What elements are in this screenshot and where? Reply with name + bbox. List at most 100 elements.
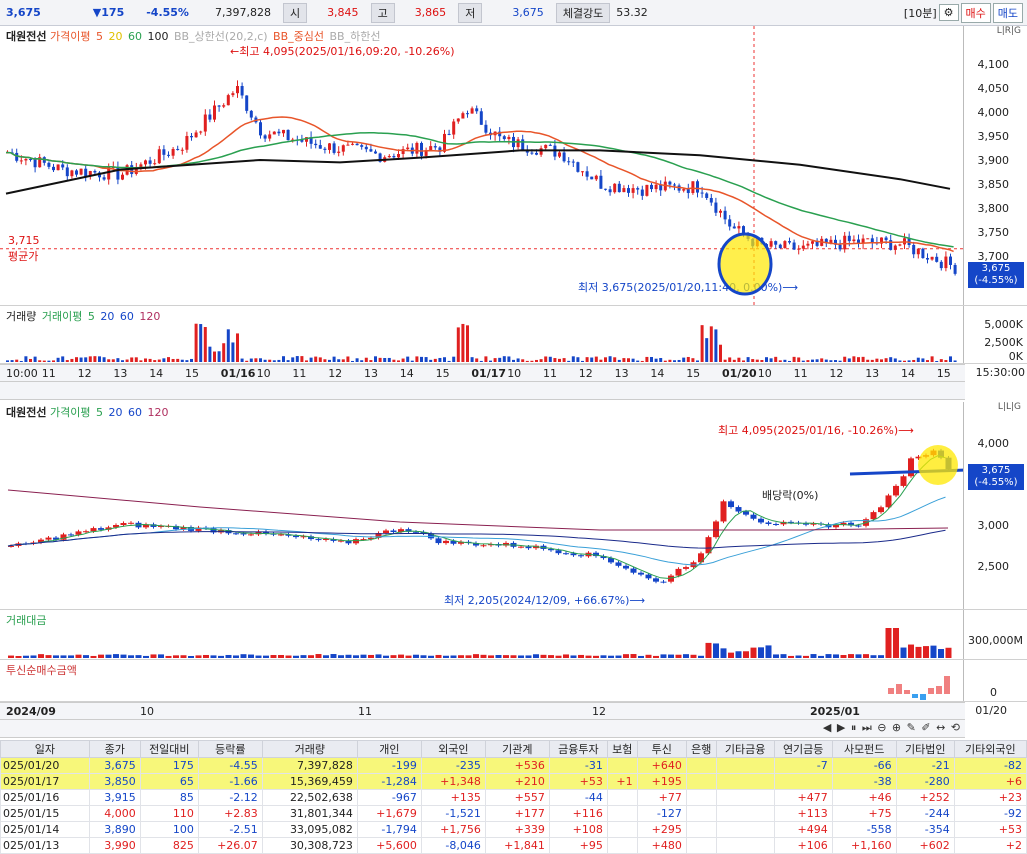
candle (502, 136, 506, 140)
candle (88, 171, 92, 177)
amount-bar (255, 655, 262, 658)
table-header[interactable]: 기타법인 (895, 740, 955, 758)
volume-bar (705, 338, 709, 362)
candle (530, 152, 534, 154)
candle (567, 161, 571, 163)
candle (792, 242, 796, 250)
table-cell: +26.07 (197, 837, 263, 854)
table-header[interactable]: 종가 (88, 740, 141, 758)
x-tick: 15 (435, 367, 450, 380)
candle (778, 244, 782, 249)
candle (578, 555, 584, 557)
table-header[interactable]: 개인 (356, 740, 422, 758)
table-row[interactable]: 025/01/20 3,675 175 -4.55 7,397,828 -199 -235 +… (0, 757, 1027, 774)
investor-table: 일자 종가 전일대비 등락률 거래량 개인 외국인 기관계 금융투자 보험 투신 은행 기타금융 연기금등… (0, 740, 1027, 854)
buy-button[interactable]: 매수 (960, 2, 991, 23)
table-header[interactable]: 금융투자 (548, 740, 608, 758)
table-header[interactable]: 사모펀드 (831, 740, 897, 758)
candle (450, 540, 457, 544)
candle (834, 239, 837, 245)
volume-bar (824, 359, 828, 362)
amount-bar (360, 654, 367, 658)
table-row[interactable]: 025/01/13 3,990 825 +26.07 30,308,723 +5,600-… (0, 837, 1027, 854)
volume-bar (433, 358, 437, 362)
amount-bar (923, 646, 929, 658)
candle (728, 219, 732, 227)
volume-bar (732, 359, 736, 362)
volume-bar (916, 357, 920, 362)
intraday-scrollbar[interactable] (0, 382, 965, 400)
sell-button[interactable]: 매도 (992, 2, 1023, 23)
table-header[interactable]: 전일대비 (139, 740, 199, 758)
candle (456, 118, 460, 122)
table-header[interactable]: 등락률 (197, 740, 263, 758)
table-header[interactable]: 기타외국인 (953, 740, 1027, 758)
candle (148, 160, 152, 164)
table-header[interactable]: 일자 (0, 740, 90, 758)
netbuy-bar (904, 690, 910, 694)
volume-bar (295, 356, 299, 362)
volume-bar (65, 360, 69, 362)
volume-bar (498, 357, 502, 362)
daily-chart-toolbar[interactable]: ◀ ▶ ⏸ ⏭ ⊖ ⊕ ✎ ✐ ↔ ⟲ (822, 721, 961, 734)
candle (636, 188, 640, 190)
y-tick: 3,950 (977, 130, 1010, 143)
table-header[interactable]: 기관계 (484, 740, 550, 758)
candle (503, 542, 509, 546)
volume-bar (139, 360, 143, 362)
table-header[interactable]: 연기금등 (773, 740, 833, 758)
volume-bar (479, 360, 483, 362)
candle (926, 258, 929, 260)
settings-icon[interactable]: ⚙ (938, 4, 959, 21)
table-header[interactable]: 투신 (636, 740, 687, 758)
intraday-candle-chart[interactable] (0, 26, 963, 306)
table-cell (715, 789, 775, 806)
candle (171, 148, 175, 156)
candle (180, 527, 187, 530)
candle (203, 114, 207, 132)
table-row[interactable]: 025/01/14 3,890 100 -2.51 33,095,082 -1,794 +1… (0, 821, 1027, 838)
candle (346, 144, 350, 146)
candle (774, 241, 778, 245)
daily-scrollbar[interactable] (0, 720, 965, 738)
candle (330, 538, 337, 541)
x-tick: 01/16 (220, 367, 256, 380)
table-row[interactable]: 025/01/17 3,850 65 -1.66 15,369,459 -1,284 +1,… (0, 773, 1027, 790)
vol-ma60: 60 (119, 310, 134, 323)
table-row[interactable]: 025/01/15 4,000 110 +2.83 31,801,344 +1,679 -1… (0, 805, 1027, 822)
table-cell: 3,915 (88, 789, 141, 806)
table-header[interactable]: 외국인 (420, 740, 486, 758)
table-cell: +1,348 (420, 773, 486, 790)
volume-bar (277, 359, 281, 362)
daily-candle-chart[interactable] (0, 402, 963, 610)
candle (900, 476, 907, 486)
amount-bar (308, 655, 314, 658)
volume-bar (673, 360, 676, 362)
table-header[interactable]: 기타금융 (715, 740, 775, 758)
volume-bar (935, 360, 939, 362)
period-selector[interactable]: [10분] (903, 6, 937, 20)
amount-bar (570, 655, 577, 658)
quote-bar: 3,675 ▼175 -4.55% 7,397,828 시 3,845 고 3,… (0, 0, 1027, 26)
table-cell: -280 (895, 773, 955, 790)
volume-bar (953, 360, 957, 362)
volume-label: 거래량 (6, 310, 37, 323)
volume-bar (797, 357, 801, 362)
candle (563, 553, 569, 555)
table-row[interactable]: 025/01/16 3,915 85 -2.12 22,502,638 -967 +135 +… (0, 789, 1027, 806)
volume-bar (291, 357, 295, 362)
volume-bar (392, 359, 396, 362)
candle (263, 531, 269, 534)
candle (615, 562, 622, 566)
candle (33, 159, 37, 168)
table-header[interactable]: 은행 (685, 740, 717, 758)
candle (889, 240, 893, 250)
table-cell: +77 (636, 789, 687, 806)
table-header[interactable]: 보험 (606, 740, 638, 758)
candle (30, 542, 37, 544)
candle (599, 175, 603, 189)
table-header[interactable]: 거래량 (261, 740, 358, 758)
volume-bar (171, 358, 175, 362)
candle (466, 113, 469, 115)
amount-bar (428, 655, 434, 658)
